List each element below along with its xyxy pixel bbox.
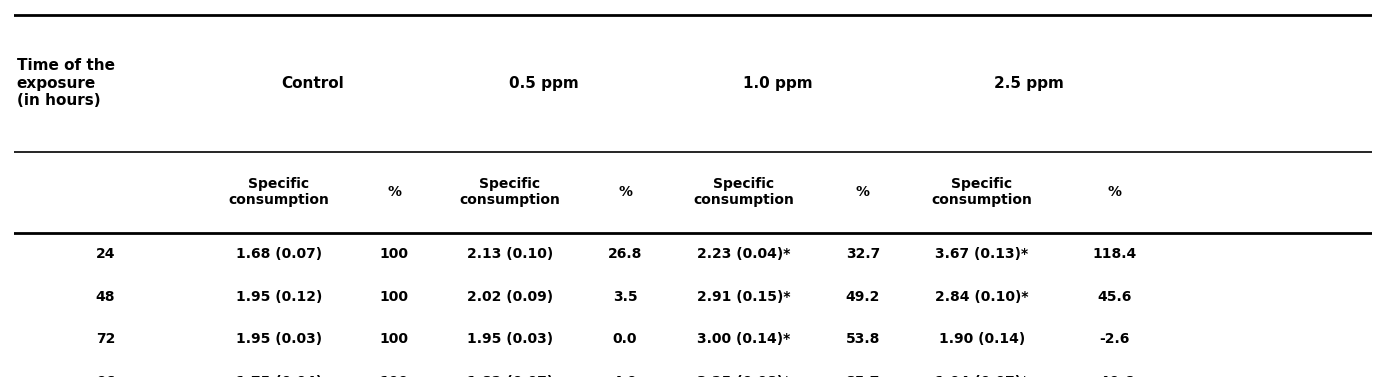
Text: 1.0 ppm: 1.0 ppm: [743, 76, 812, 91]
Text: 3.25 (0.08)*: 3.25 (0.08)*: [697, 374, 790, 377]
Text: 1.04 (0.07)*: 1.04 (0.07)*: [936, 374, 1028, 377]
Text: 1.68 (0.07): 1.68 (0.07): [236, 247, 322, 261]
Text: 2.02 (0.09): 2.02 (0.09): [467, 290, 553, 303]
Text: %: %: [855, 185, 870, 199]
Text: 45.6: 45.6: [1096, 290, 1131, 303]
Text: Specific
consumption: Specific consumption: [693, 177, 794, 207]
Text: 100: 100: [380, 290, 409, 303]
Text: 118.4: 118.4: [1092, 247, 1137, 261]
Text: %: %: [387, 185, 401, 199]
Text: 85.7: 85.7: [845, 374, 880, 377]
Text: Control: Control: [281, 76, 344, 91]
Text: -2.6: -2.6: [1099, 332, 1130, 346]
Text: Specific
consumption: Specific consumption: [229, 177, 328, 207]
Text: Specific
consumption: Specific consumption: [459, 177, 560, 207]
Text: 2.84 (0.10)*: 2.84 (0.10)*: [936, 290, 1028, 303]
Text: %: %: [1107, 185, 1121, 199]
Text: 3.00 (0.14)*: 3.00 (0.14)*: [697, 332, 790, 346]
Text: 48: 48: [96, 290, 115, 303]
Text: 0.5 ppm: 0.5 ppm: [509, 76, 578, 91]
Text: 1.95 (0.03): 1.95 (0.03): [236, 332, 322, 346]
Text: 3.67 (0.13)*: 3.67 (0.13)*: [936, 247, 1028, 261]
Text: 32.7: 32.7: [845, 247, 880, 261]
Text: 26.8: 26.8: [608, 247, 642, 261]
Text: 1.95 (0.12): 1.95 (0.12): [236, 290, 322, 303]
Text: 1.95 (0.03): 1.95 (0.03): [467, 332, 553, 346]
Text: 0.0: 0.0: [613, 332, 638, 346]
Text: 1.75 (0.04): 1.75 (0.04): [236, 374, 322, 377]
Text: 2.91 (0.15)*: 2.91 (0.15)*: [697, 290, 790, 303]
Text: 2.5 ppm: 2.5 ppm: [994, 76, 1064, 91]
Text: 3.5: 3.5: [613, 290, 638, 303]
Text: 100: 100: [380, 332, 409, 346]
Text: 4.0: 4.0: [613, 374, 638, 377]
Text: 24: 24: [96, 247, 115, 261]
Text: 100: 100: [380, 374, 409, 377]
Text: 1.90 (0.14): 1.90 (0.14): [938, 332, 1024, 346]
Text: 49.2: 49.2: [845, 290, 880, 303]
Text: 2.13 (0.10): 2.13 (0.10): [467, 247, 553, 261]
Text: 72: 72: [96, 332, 115, 346]
Text: 96: 96: [96, 374, 115, 377]
Text: 100: 100: [380, 247, 409, 261]
Text: %: %: [618, 185, 632, 199]
Text: -40.6: -40.6: [1094, 374, 1134, 377]
Text: Specific
consumption: Specific consumption: [931, 177, 1033, 207]
Text: 1.82 (0.07): 1.82 (0.07): [467, 374, 553, 377]
Text: 2.23 (0.04)*: 2.23 (0.04)*: [697, 247, 790, 261]
Text: 53.8: 53.8: [845, 332, 880, 346]
Text: Time of the
exposure
(in hours): Time of the exposure (in hours): [17, 58, 115, 108]
